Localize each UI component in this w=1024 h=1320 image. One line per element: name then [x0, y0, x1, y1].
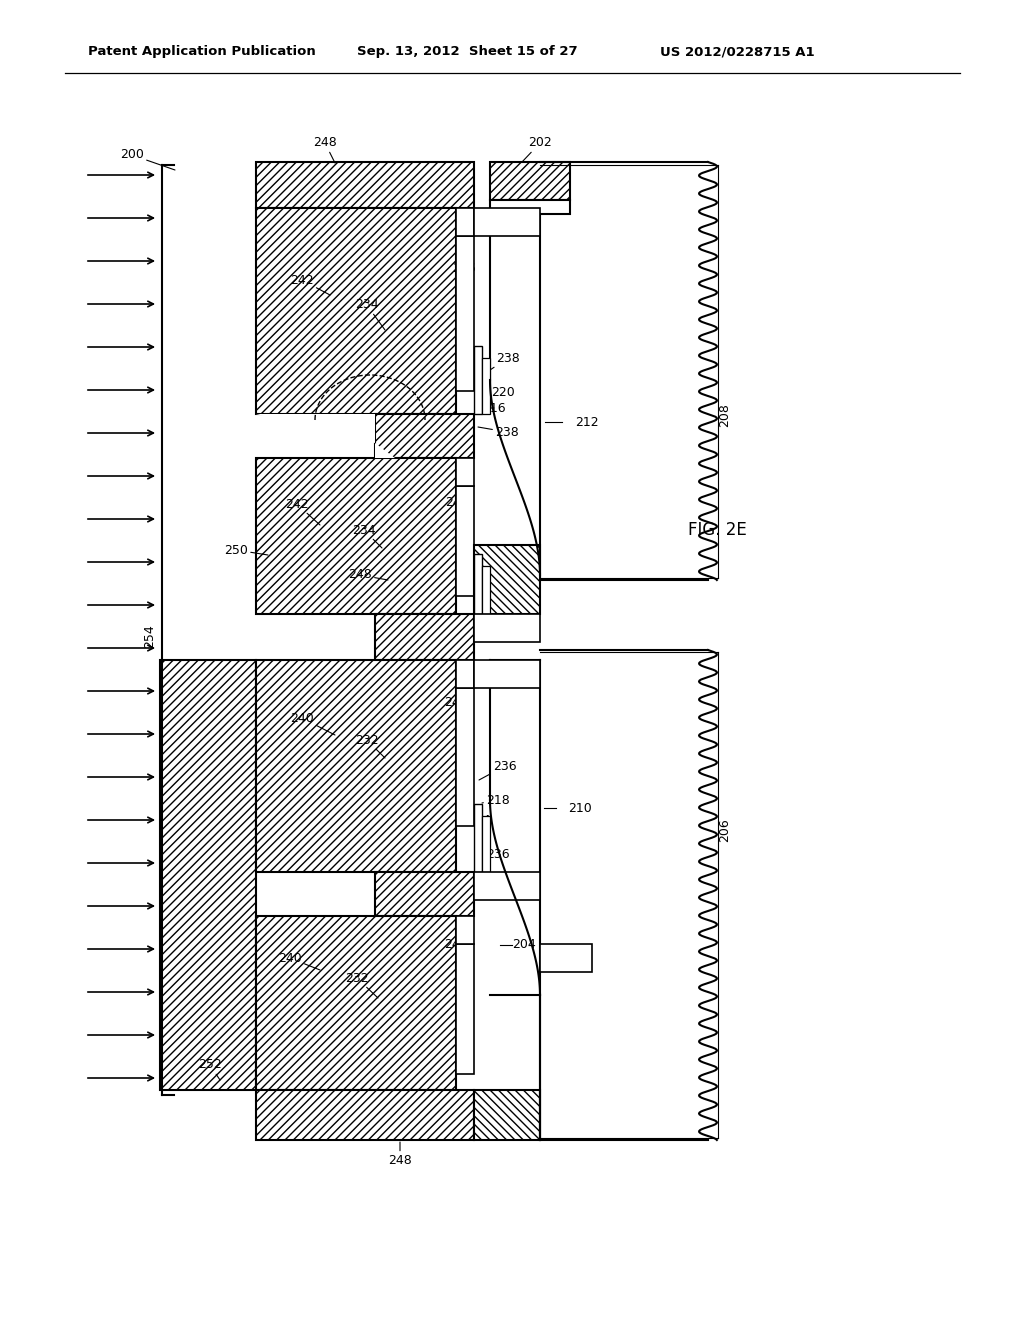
Text: 216: 216: [482, 401, 506, 414]
Text: 236: 236: [479, 759, 517, 780]
Text: 234: 234: [352, 524, 382, 548]
Text: 206: 206: [719, 818, 731, 842]
Text: 232: 232: [355, 734, 385, 758]
Polygon shape: [256, 414, 395, 458]
Bar: [160, 660, 256, 1090]
Bar: [474, 873, 540, 900]
Bar: [474, 614, 540, 642]
Text: 220: 220: [480, 385, 515, 399]
Bar: [474, 545, 540, 614]
Text: 238: 238: [475, 351, 520, 380]
Text: 244: 244: [444, 696, 468, 725]
Bar: [540, 649, 708, 1140]
Text: US 2012/0228715 A1: US 2012/0228715 A1: [660, 45, 815, 58]
Text: 214: 214: [467, 813, 490, 826]
Bar: [482, 566, 490, 614]
Bar: [456, 486, 474, 597]
Bar: [490, 162, 570, 201]
Bar: [456, 236, 474, 391]
Bar: [474, 346, 482, 414]
Text: 242: 242: [290, 273, 330, 294]
Text: 232: 232: [345, 972, 378, 998]
Bar: [540, 162, 708, 579]
Text: 204: 204: [512, 631, 536, 644]
Bar: [256, 162, 474, 209]
Bar: [474, 804, 482, 873]
Bar: [474, 554, 482, 614]
Bar: [256, 660, 456, 873]
Bar: [474, 660, 540, 688]
Text: 240: 240: [278, 952, 319, 970]
Bar: [256, 1090, 474, 1140]
Bar: [482, 358, 490, 414]
Bar: [456, 209, 474, 236]
Bar: [540, 944, 592, 972]
Bar: [375, 614, 474, 660]
Text: Patent Application Publication: Patent Application Publication: [88, 45, 315, 58]
Text: 204: 204: [506, 211, 529, 224]
Bar: [456, 944, 474, 1074]
Text: 250: 250: [224, 544, 268, 557]
Text: 236: 236: [477, 847, 510, 861]
Text: Sep. 13, 2012  Sheet 15 of 27: Sep. 13, 2012 Sheet 15 of 27: [357, 45, 578, 58]
Text: 248: 248: [313, 136, 337, 162]
Text: 254: 254: [143, 624, 157, 648]
Bar: [474, 1090, 540, 1140]
Bar: [256, 916, 456, 1090]
Bar: [456, 916, 474, 944]
Text: 248: 248: [348, 569, 388, 582]
Text: 246: 246: [453, 261, 476, 294]
Text: 240: 240: [290, 711, 335, 735]
Text: 248: 248: [388, 1142, 412, 1167]
Bar: [456, 660, 474, 688]
Text: 210: 210: [568, 801, 592, 814]
Bar: [375, 873, 474, 916]
Bar: [490, 201, 570, 214]
Text: 242: 242: [285, 498, 319, 525]
Text: 246: 246: [445, 495, 469, 524]
Text: 208: 208: [719, 403, 731, 426]
Text: 218: 218: [482, 793, 510, 807]
Bar: [482, 816, 490, 873]
Bar: [456, 688, 474, 826]
Text: 234: 234: [355, 298, 385, 330]
Text: 200: 200: [120, 149, 175, 170]
Text: 238: 238: [478, 425, 519, 438]
Bar: [456, 458, 474, 486]
Text: 202: 202: [522, 136, 552, 162]
Bar: [375, 414, 474, 458]
Text: 212: 212: [575, 416, 599, 429]
Bar: [256, 458, 456, 614]
Text: FIG. 2E: FIG. 2E: [688, 521, 746, 539]
Text: 204: 204: [512, 939, 536, 952]
Text: 244: 244: [444, 939, 468, 960]
Bar: [474, 209, 540, 236]
Bar: [256, 209, 456, 414]
Text: 252: 252: [198, 1059, 222, 1080]
